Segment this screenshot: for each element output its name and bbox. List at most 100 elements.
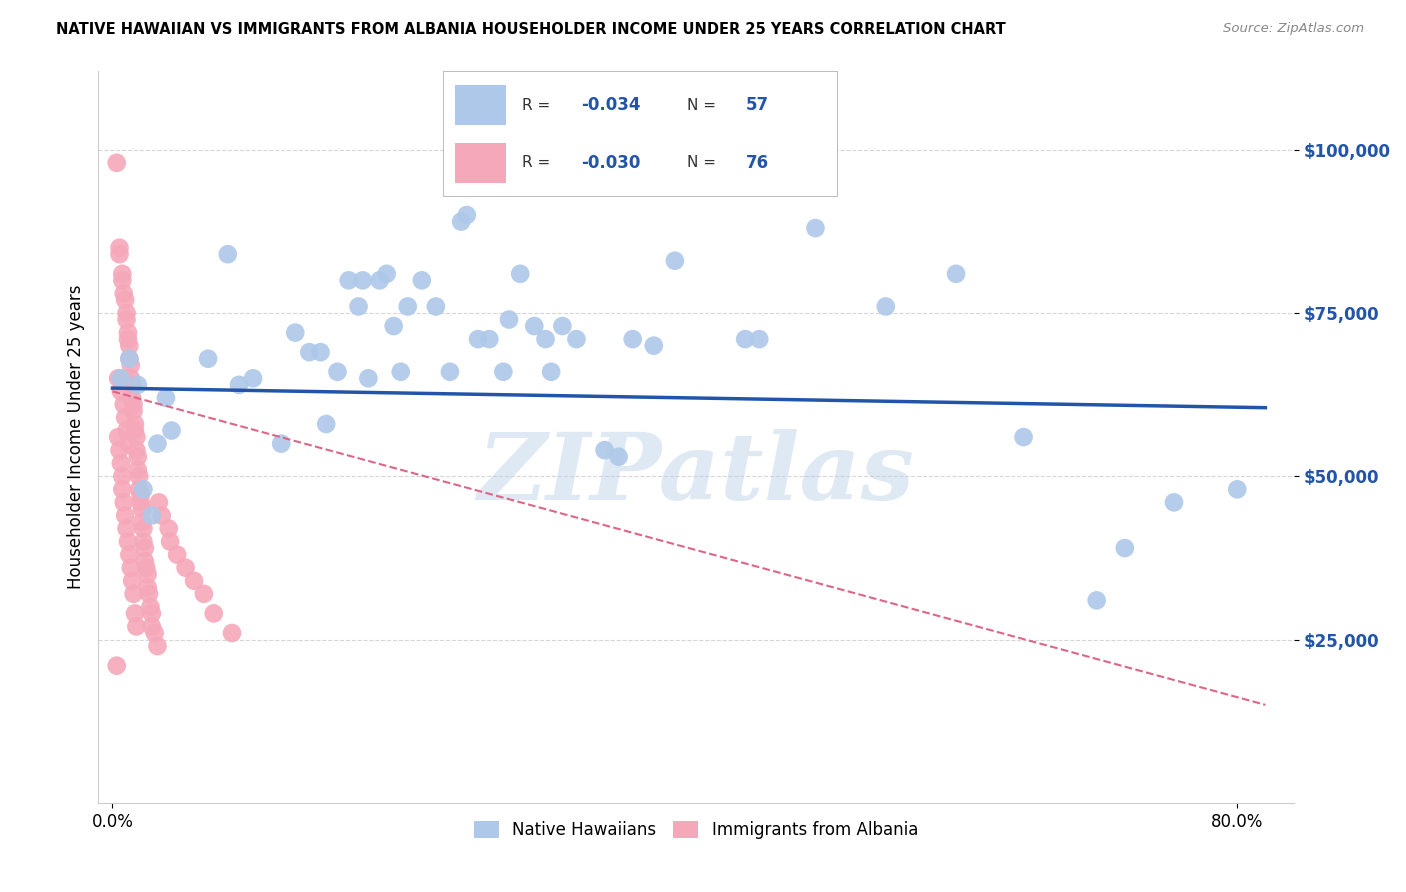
- Point: [108, 247, 131, 261]
- Point: [217, 247, 239, 261]
- Point: [221, 626, 243, 640]
- Point: [498, 312, 520, 326]
- Point: [456, 208, 478, 222]
- Point: [357, 371, 380, 385]
- Point: [122, 587, 145, 601]
- Point: [132, 534, 155, 549]
- Point: [115, 306, 138, 320]
- Point: [1012, 430, 1035, 444]
- Point: [114, 293, 136, 307]
- Point: [347, 300, 370, 314]
- Point: [157, 521, 180, 535]
- Point: [540, 365, 562, 379]
- Point: [197, 351, 219, 366]
- Point: [110, 371, 132, 385]
- Point: [551, 319, 574, 334]
- Point: [148, 495, 170, 509]
- Point: [129, 495, 152, 509]
- Point: [111, 483, 134, 497]
- Point: [150, 508, 173, 523]
- Point: [115, 312, 138, 326]
- Point: [124, 607, 146, 621]
- Point: [136, 580, 159, 594]
- Point: [114, 410, 136, 425]
- Point: [117, 332, 139, 346]
- Point: [120, 560, 142, 574]
- Point: [159, 534, 181, 549]
- Point: [411, 273, 433, 287]
- Point: [375, 267, 398, 281]
- Point: [112, 397, 135, 411]
- Point: [396, 300, 419, 314]
- Point: [127, 450, 149, 464]
- Point: [228, 377, 250, 392]
- Point: [1085, 593, 1108, 607]
- Point: [118, 338, 141, 352]
- Point: [166, 548, 188, 562]
- Point: [534, 332, 557, 346]
- Point: [509, 267, 531, 281]
- Point: [121, 574, 143, 588]
- Point: [155, 391, 177, 405]
- Point: [120, 358, 142, 372]
- Point: [593, 443, 616, 458]
- Point: [1226, 483, 1249, 497]
- Y-axis label: Householder Income Under 25 years: Householder Income Under 25 years: [66, 285, 84, 590]
- Point: [425, 300, 447, 314]
- Point: [132, 483, 155, 497]
- Point: [141, 607, 163, 621]
- Point: [120, 371, 142, 385]
- Point: [160, 424, 183, 438]
- Point: [174, 560, 197, 574]
- Point: [450, 214, 472, 228]
- Point: [565, 332, 588, 346]
- Point: [114, 508, 136, 523]
- Point: [134, 554, 156, 568]
- Point: [643, 338, 665, 352]
- Point: [143, 626, 166, 640]
- Text: Source: ZipAtlas.com: Source: ZipAtlas.com: [1223, 22, 1364, 36]
- Point: [121, 377, 143, 392]
- Point: [368, 273, 391, 287]
- Point: [117, 534, 139, 549]
- Point: [1114, 541, 1136, 555]
- Point: [146, 639, 169, 653]
- Point: [111, 469, 134, 483]
- Point: [326, 365, 349, 379]
- Point: [439, 365, 461, 379]
- Text: ZIPatlas: ZIPatlas: [478, 429, 914, 518]
- Text: R =: R =: [522, 155, 555, 170]
- Point: [128, 469, 150, 483]
- Point: [124, 424, 146, 438]
- Point: [122, 397, 145, 411]
- Point: [131, 515, 153, 529]
- Point: [135, 560, 157, 574]
- Point: [1163, 495, 1185, 509]
- Point: [131, 502, 153, 516]
- Point: [112, 286, 135, 301]
- Point: [105, 155, 128, 169]
- Point: [337, 273, 360, 287]
- Point: [125, 619, 148, 633]
- Point: [875, 300, 897, 314]
- Point: [108, 241, 131, 255]
- Point: [523, 319, 546, 334]
- Point: [621, 332, 644, 346]
- Point: [492, 365, 515, 379]
- Point: [115, 521, 138, 535]
- Text: 57: 57: [747, 96, 769, 114]
- Bar: [454, 143, 506, 183]
- Point: [467, 332, 489, 346]
- Point: [136, 567, 159, 582]
- Point: [202, 607, 225, 621]
- Point: [127, 377, 149, 392]
- Point: [132, 521, 155, 535]
- Point: [141, 619, 163, 633]
- Point: [107, 430, 129, 444]
- Point: [108, 443, 131, 458]
- Point: [111, 273, 134, 287]
- Point: [309, 345, 332, 359]
- Point: [298, 345, 321, 359]
- Point: [478, 332, 501, 346]
- Point: [118, 351, 141, 366]
